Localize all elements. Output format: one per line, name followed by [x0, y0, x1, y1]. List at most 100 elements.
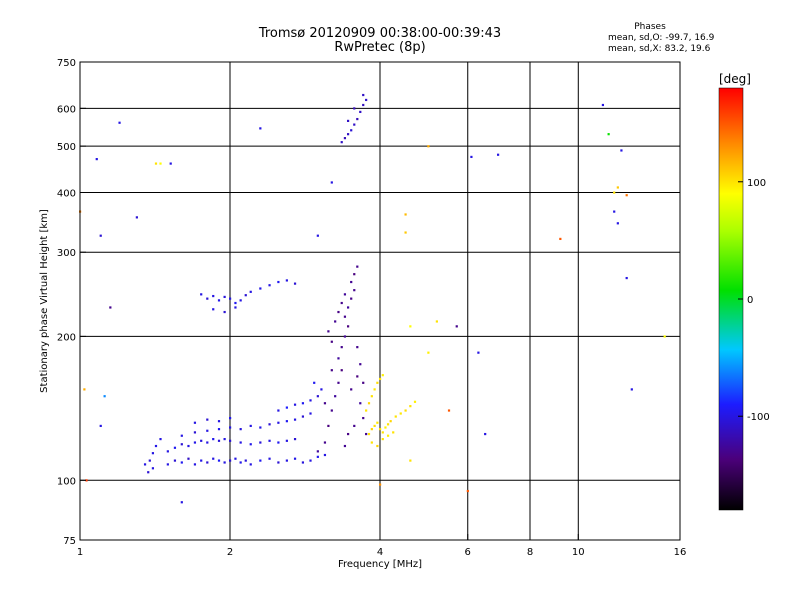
data-point — [353, 273, 356, 276]
data-point — [180, 501, 183, 504]
phase-stats-x: mean, sd,X: 83.2, 19.6 — [608, 44, 711, 54]
data-point — [135, 216, 138, 219]
data-point — [103, 395, 106, 398]
y-tick-label: 600 — [57, 104, 76, 115]
data-point — [268, 284, 271, 287]
data-point — [370, 428, 373, 431]
data-point — [285, 420, 288, 423]
data-point — [379, 483, 382, 486]
data-point — [293, 282, 297, 285]
data-point — [187, 457, 190, 460]
data-point — [477, 351, 480, 354]
data-point — [223, 461, 226, 464]
data-point — [353, 424, 356, 428]
data-point — [259, 127, 262, 130]
data-point — [212, 308, 215, 311]
data-point — [180, 461, 183, 464]
data-point — [301, 402, 305, 405]
data-point — [316, 455, 319, 458]
data-point — [373, 424, 376, 428]
x-axis-ticks: 1 2 4 6 8 10 16 — [77, 534, 687, 558]
data-point — [346, 432, 350, 436]
data-point — [620, 149, 623, 152]
data-point — [143, 463, 147, 466]
data-point — [249, 443, 252, 446]
data-point — [293, 457, 297, 460]
data-point — [268, 439, 271, 442]
data-point — [229, 426, 232, 429]
data-point — [373, 388, 376, 391]
data-point — [386, 434, 390, 437]
data-point — [217, 439, 221, 442]
data-point — [376, 381, 379, 384]
data-point — [212, 457, 215, 460]
data-point — [320, 388, 323, 391]
data-point — [466, 489, 469, 493]
data-point — [173, 446, 177, 449]
data-point — [99, 234, 102, 237]
data-point — [337, 381, 340, 384]
data-point — [379, 377, 382, 381]
data-point — [166, 463, 169, 466]
x-axis-label: Frequency [MHz] — [338, 559, 422, 570]
data-point — [301, 415, 305, 418]
data-point — [330, 181, 333, 184]
data-point — [154, 162, 158, 165]
data-point — [277, 280, 280, 284]
data-point — [239, 441, 242, 444]
data-point — [323, 453, 327, 457]
data-point — [217, 459, 221, 462]
plot-grid — [80, 62, 680, 540]
data-point — [362, 93, 365, 97]
data-point — [293, 403, 297, 406]
data-point — [193, 463, 197, 466]
data-point — [109, 306, 112, 309]
data-point — [350, 297, 353, 300]
data-points — [79, 93, 666, 504]
data-point — [356, 265, 359, 268]
data-point — [293, 418, 297, 421]
data-point — [309, 399, 312, 402]
chart-subtitle: RwPretec (8p) — [334, 40, 426, 55]
data-point — [365, 432, 368, 436]
data-point — [346, 133, 350, 136]
data-point — [151, 452, 155, 455]
data-point — [404, 409, 407, 412]
data-point — [334, 320, 337, 323]
data-point — [370, 395, 373, 398]
data-point — [362, 381, 365, 384]
data-point — [99, 424, 102, 428]
data-point — [293, 437, 297, 441]
data-point — [206, 418, 209, 421]
data-point — [285, 279, 288, 282]
data-point — [239, 428, 242, 431]
x-tick-label: 1 — [77, 547, 83, 558]
y-tick-label: 100 — [57, 476, 76, 487]
data-point — [309, 412, 312, 415]
data-point — [601, 103, 605, 107]
data-point — [409, 459, 412, 462]
data-point — [340, 301, 343, 305]
y-tick-label: 300 — [57, 248, 76, 259]
data-point — [169, 162, 172, 165]
data-point — [607, 133, 610, 136]
data-point — [200, 439, 203, 442]
x-tick-label: 16 — [674, 547, 687, 558]
data-point — [85, 479, 88, 482]
data-point — [613, 210, 616, 213]
data-point — [359, 363, 362, 366]
data-point — [379, 428, 382, 431]
data-point — [346, 306, 350, 309]
y-axis-ticks: 75 100 200 300 400 500 600 750 — [57, 58, 86, 547]
data-point — [447, 409, 451, 412]
data-point — [180, 443, 183, 446]
data-point — [470, 155, 473, 159]
data-point — [173, 459, 177, 462]
data-point — [327, 330, 330, 333]
y-tick-label: 400 — [57, 188, 76, 199]
colorbar-tick-label: 100 — [747, 178, 766, 189]
data-point — [223, 437, 226, 441]
data-point — [229, 416, 232, 420]
data-point — [362, 416, 365, 420]
